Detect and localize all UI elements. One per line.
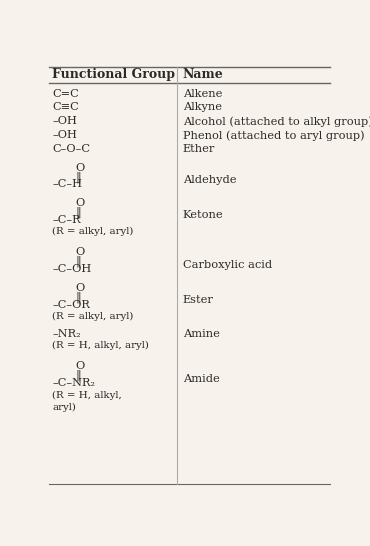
Text: –C–R: –C–R bbox=[53, 215, 81, 225]
Text: –C–H: –C–H bbox=[53, 180, 83, 189]
Text: Alkene: Alkene bbox=[183, 88, 222, 99]
Text: –C–OH: –C–OH bbox=[53, 264, 92, 274]
Text: Alcohol (attached to alkyl group): Alcohol (attached to alkyl group) bbox=[183, 116, 370, 127]
Text: Phenol (attached to aryl group): Phenol (attached to aryl group) bbox=[183, 130, 364, 141]
Text: ‖: ‖ bbox=[76, 291, 81, 302]
Text: Aldehyde: Aldehyde bbox=[183, 175, 236, 185]
Text: O: O bbox=[76, 163, 85, 173]
Text: ‖: ‖ bbox=[76, 206, 81, 218]
Text: Amide: Amide bbox=[183, 373, 220, 383]
Text: ‖: ‖ bbox=[76, 370, 81, 381]
Text: (R = alkyl, aryl): (R = alkyl, aryl) bbox=[53, 312, 134, 321]
Text: O: O bbox=[76, 198, 85, 208]
Text: –OH: –OH bbox=[53, 130, 77, 140]
Text: Name: Name bbox=[183, 68, 224, 81]
Text: O: O bbox=[76, 247, 85, 257]
Text: Carboxylic acid: Carboxylic acid bbox=[183, 259, 272, 270]
Text: (R = H, alkyl, aryl): (R = H, alkyl, aryl) bbox=[53, 341, 149, 351]
Text: O: O bbox=[76, 283, 85, 293]
Text: C=C: C=C bbox=[53, 88, 79, 99]
Text: Alkyne: Alkyne bbox=[183, 103, 222, 112]
Text: –C–NR₂: –C–NR₂ bbox=[53, 378, 95, 388]
Text: –NR₂: –NR₂ bbox=[53, 329, 81, 339]
Text: ‖: ‖ bbox=[76, 256, 81, 267]
Text: Functional Group: Functional Group bbox=[53, 68, 175, 81]
Text: –C–OR: –C–OR bbox=[53, 300, 90, 310]
Text: O: O bbox=[76, 361, 85, 371]
Text: Ether: Ether bbox=[183, 144, 215, 154]
Text: (R = H, alkyl,: (R = H, alkyl, bbox=[53, 390, 122, 400]
Text: Ketone: Ketone bbox=[183, 210, 223, 220]
Text: Ester: Ester bbox=[183, 295, 214, 305]
Text: C–O–C: C–O–C bbox=[53, 144, 90, 154]
Text: aryl): aryl) bbox=[53, 403, 76, 412]
Text: Amine: Amine bbox=[183, 329, 220, 339]
Text: (R = alkyl, aryl): (R = alkyl, aryl) bbox=[53, 227, 134, 236]
Text: –OH: –OH bbox=[53, 116, 77, 126]
Text: C≡C: C≡C bbox=[53, 103, 79, 112]
Text: ‖: ‖ bbox=[76, 171, 81, 182]
